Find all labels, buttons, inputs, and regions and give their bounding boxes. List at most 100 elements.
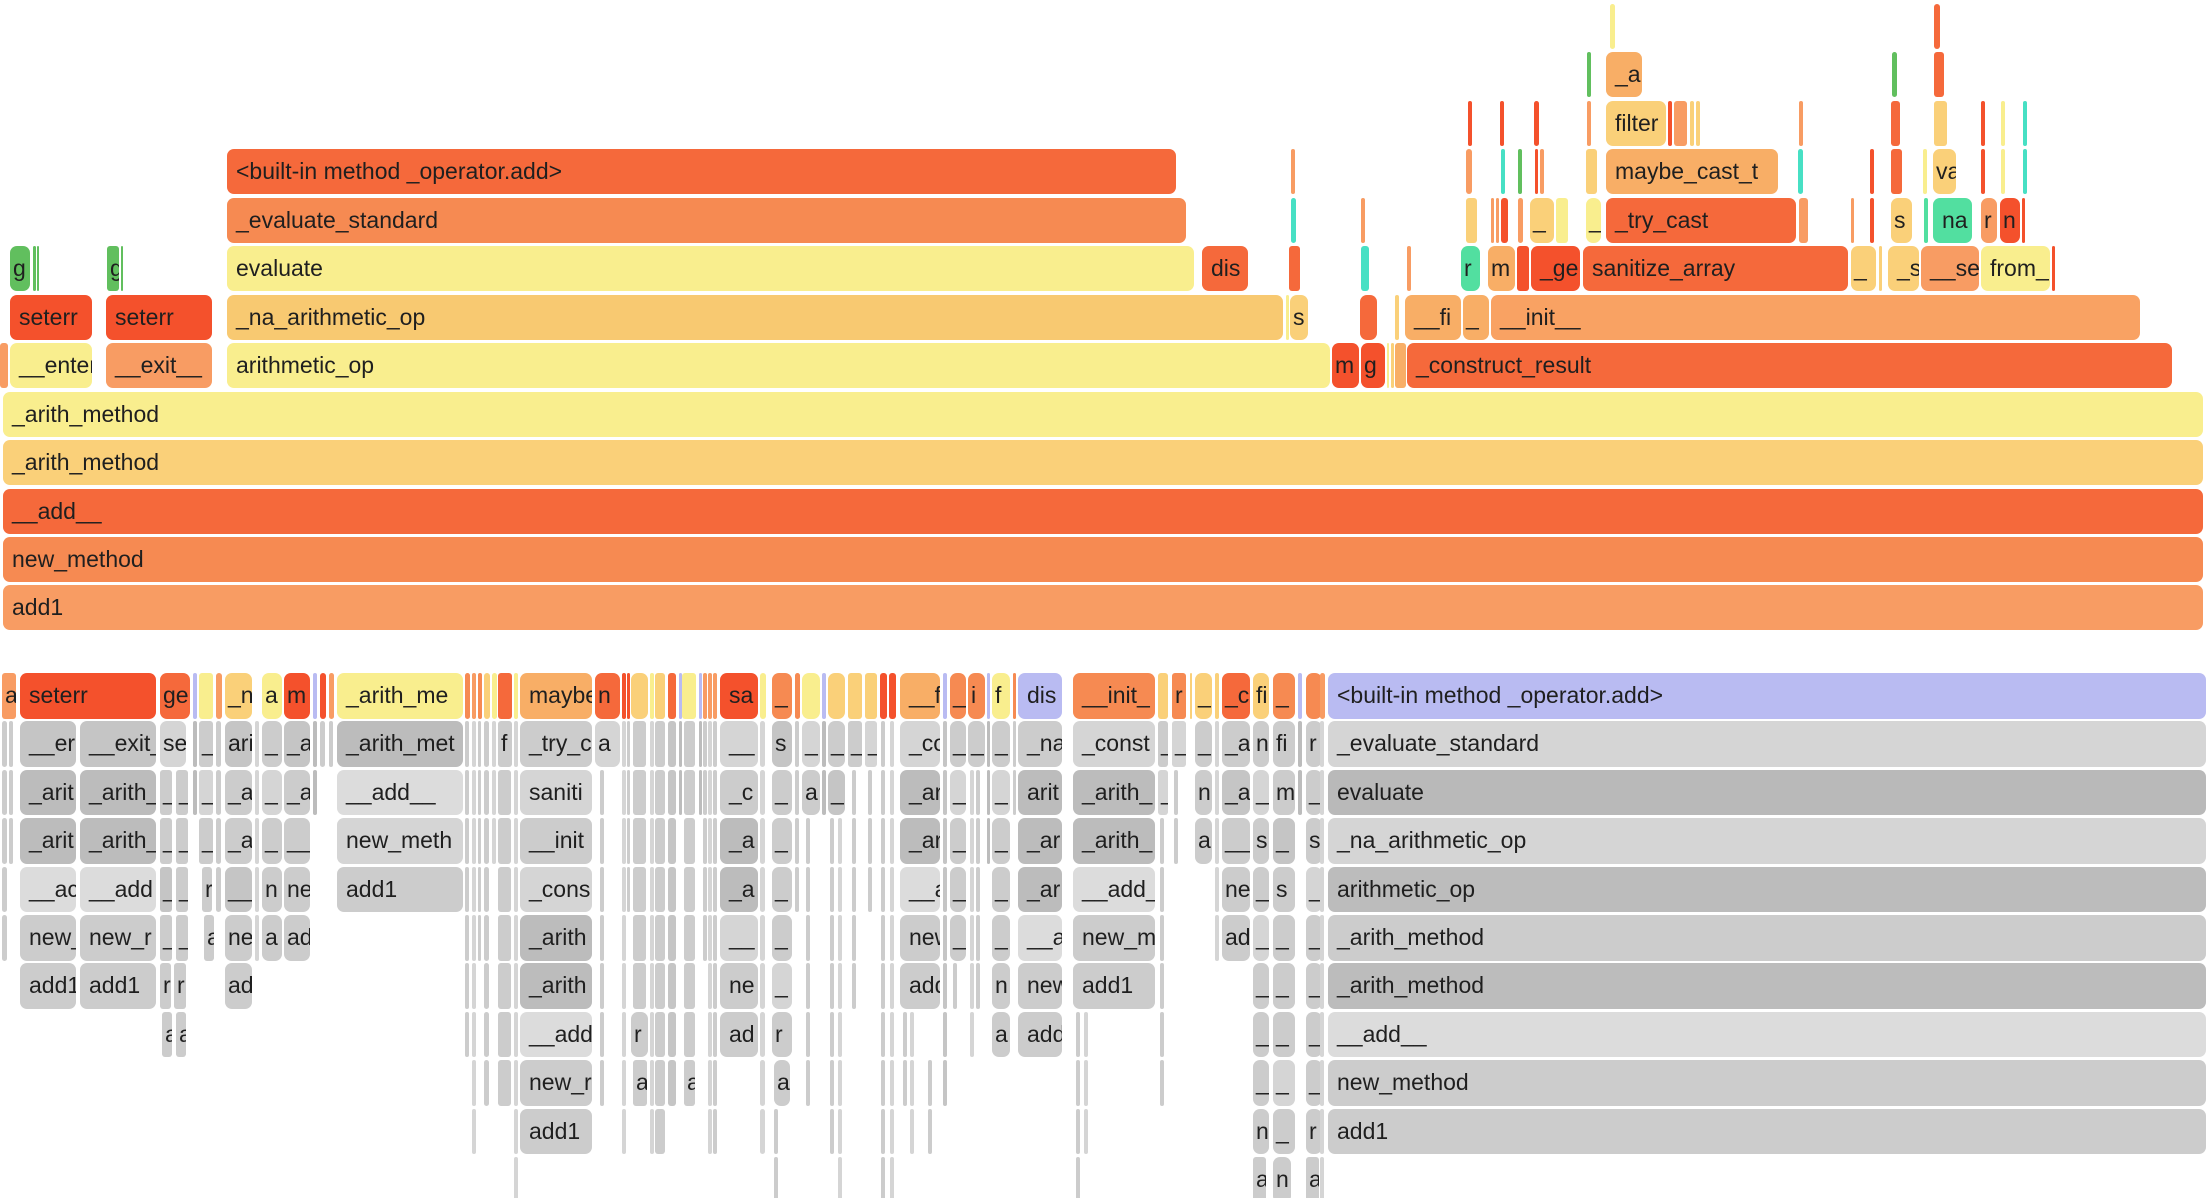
flame-sliver[interactable] — [1320, 1108, 1324, 1155]
flame-sliver[interactable] — [650, 915, 654, 961]
flame-frame[interactable]: _a — [1222, 721, 1250, 767]
flame-frame[interactable]: _try_c — [520, 721, 592, 767]
flame-sliver[interactable] — [1084, 1108, 1088, 1155]
flame-sliver[interactable] — [910, 1060, 914, 1106]
flame-sliver[interactable] — [1518, 149, 1522, 195]
flame-sliver[interactable] — [1289, 246, 1300, 292]
flame-sliver[interactable] — [514, 1060, 518, 1106]
flame-sliver[interactable] — [2001, 149, 2005, 195]
flame-frame[interactable]: new_r — [80, 915, 156, 961]
flame-frame[interactable]: _construct_result — [1407, 343, 2172, 389]
flame-sliver[interactable] — [465, 1011, 469, 1058]
flame-sliver[interactable] — [976, 915, 980, 961]
flame-frame[interactable]: _ — [772, 866, 792, 913]
flame-sliver[interactable] — [650, 818, 654, 864]
flame-sliver[interactable] — [472, 673, 476, 719]
flame-frame[interactable]: _ — [1306, 915, 1322, 961]
flame-frame[interactable]: _a — [225, 818, 252, 864]
flame-frame[interactable]: _a — [720, 866, 758, 913]
flame-sliver[interactable] — [822, 673, 826, 719]
flame-sliver[interactable] — [484, 721, 489, 767]
flame-sliver[interactable] — [514, 866, 518, 913]
flame-frame[interactable]: _ge — [1531, 246, 1580, 292]
flame-sliver[interactable] — [622, 818, 626, 864]
flame-frame[interactable]: _ — [176, 769, 188, 816]
flame-sliver[interactable] — [943, 915, 947, 961]
flame-sliver[interactable] — [865, 673, 877, 719]
flame-frame[interactable]: add1 — [1073, 963, 1155, 1009]
flame-sliver[interactable] — [713, 1060, 717, 1106]
flame-sliver[interactable] — [484, 1060, 489, 1106]
flame-frame[interactable]: ad — [720, 1011, 758, 1058]
flame-sliver[interactable] — [795, 673, 800, 719]
flame-sliver[interactable] — [1674, 100, 1687, 146]
flame-frame[interactable]: n — [595, 673, 620, 719]
flame-frame[interactable]: __add__ — [1328, 1011, 2206, 1058]
flame-sliver[interactable] — [600, 866, 604, 913]
flame-sliver[interactable] — [822, 769, 826, 816]
flame-frame[interactable]: maybe — [520, 673, 592, 719]
flame-sliver[interactable] — [514, 1108, 518, 1155]
flame-sliver[interactable] — [329, 721, 333, 767]
flame-frame[interactable]: add1 — [3, 585, 2203, 631]
flame-frame[interactable]: _a — [1606, 52, 1642, 98]
flame-sliver[interactable] — [703, 673, 707, 719]
flame-frame[interactable]: _ — [950, 769, 966, 816]
flame-sliver[interactable] — [1320, 721, 1324, 767]
flame-frame[interactable]: m — [284, 673, 310, 719]
flame-sliver[interactable] — [713, 721, 717, 767]
flame-sliver[interactable] — [713, 818, 717, 864]
flame-sliver[interactable] — [760, 1060, 765, 1106]
flame-sliver[interactable] — [1320, 1157, 1324, 1198]
flame-sliver[interactable] — [1387, 343, 1389, 389]
flame-frame[interactable]: __init__ — [1491, 294, 2140, 340]
flame-frame[interactable]: maybe_cast_t — [1606, 149, 1778, 195]
flame-sliver[interactable] — [9, 818, 13, 864]
flame-sliver[interactable] — [216, 721, 221, 767]
flame-sliver[interactable] — [760, 673, 766, 719]
flame-frame[interactable]: from_ — [1981, 246, 2050, 292]
flame-sliver[interactable] — [472, 1108, 476, 1155]
flame-sliver[interactable] — [806, 915, 810, 961]
flame-sliver[interactable] — [484, 1011, 489, 1058]
flame-frame[interactable]: _ — [1530, 197, 1554, 243]
flame-sliver[interactable] — [2, 866, 7, 913]
flame-frame[interactable]: _arit — [20, 818, 76, 864]
flame-sliver[interactable] — [484, 818, 489, 864]
flame-frame[interactable]: _c — [720, 769, 758, 816]
flame-sliver[interactable] — [838, 818, 842, 864]
flame-sliver[interactable] — [1923, 149, 1927, 195]
flame-sliver[interactable] — [1851, 197, 1854, 243]
flame-sliver[interactable] — [622, 673, 626, 719]
flame-sliver[interactable] — [650, 866, 654, 913]
flame-frame[interactable]: _ — [199, 818, 213, 864]
flame-sliver[interactable] — [774, 1108, 778, 1155]
flame-sliver[interactable] — [1320, 963, 1324, 1009]
flame-sliver[interactable] — [600, 1011, 604, 1058]
flame-sliver[interactable] — [668, 866, 676, 913]
flame-frame[interactable]: n — [262, 866, 282, 913]
flame-sliver[interactable] — [943, 721, 947, 767]
flame-sliver[interactable] — [881, 963, 885, 1009]
flame-sliver[interactable] — [943, 1060, 947, 1106]
flame-frame[interactable]: _ — [1586, 197, 1601, 243]
flame-sliver[interactable] — [795, 818, 799, 864]
flame-frame[interactable]: _ar — [1018, 866, 1062, 913]
flame-sliver[interactable] — [943, 673, 947, 719]
flame-frame[interactable]: _cons — [520, 866, 592, 913]
flame-frame[interactable]: a — [774, 1060, 790, 1106]
flame-frame[interactable]: n — [2000, 197, 2020, 243]
flame-sliver[interactable] — [492, 673, 497, 719]
flame-sliver[interactable] — [1586, 149, 1597, 195]
flame-frame[interactable]: _ — [1253, 769, 1269, 816]
flame-sliver[interactable] — [830, 866, 834, 913]
flame-sliver[interactable] — [199, 673, 213, 719]
flame-sliver[interactable] — [37, 246, 39, 292]
flame-frame[interactable]: sa — [720, 673, 758, 719]
flame-sliver[interactable] — [514, 721, 518, 767]
flame-sliver[interactable] — [848, 673, 862, 719]
flame-frame[interactable]: evaluate — [227, 246, 1194, 292]
flame-sliver[interactable] — [987, 721, 990, 767]
flame-frame[interactable]: _ — [1273, 915, 1295, 961]
flame-sliver[interactable] — [313, 721, 317, 767]
